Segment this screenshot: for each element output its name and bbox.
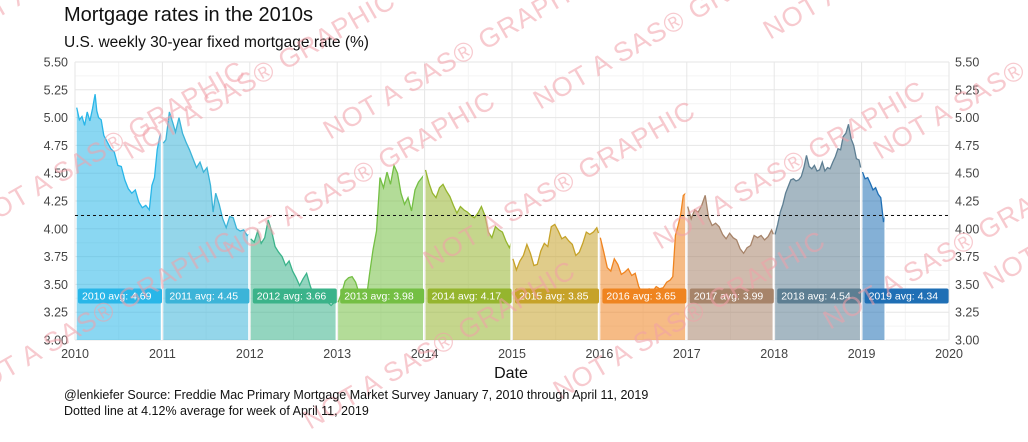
y-tick-label-left: 3.25 [44, 306, 68, 320]
y-tick-label-left: 5.25 [44, 83, 68, 97]
line-2010 [76, 94, 163, 212]
chart-title: Mortgage rates in the 2010s [64, 4, 314, 26]
source-caption: @lenkiefer Source: Freddie Mac Primary M… [64, 388, 649, 402]
avg-label-box-2010 [78, 288, 162, 304]
x-tick-label: 2011 [149, 347, 176, 361]
avg-label-2011: 2011 avg: 4.45 [169, 291, 238, 303]
avg-label-box-2019 [864, 288, 949, 304]
y-tick-label-right: 4.00 [955, 222, 979, 236]
y-tick-label-left: 4.50 [44, 167, 68, 181]
x-tick-label: 2017 [673, 347, 701, 361]
watermark-text: NOT A SAS® GRAPHIC [758, 0, 1028, 45]
avg-label-box-2017 [689, 288, 774, 304]
avg-label-2016: 2016 avg: 3.65 [606, 291, 676, 303]
line-2013 [337, 163, 425, 303]
y-tick-label-left: 4.25 [44, 195, 68, 209]
x-tick-label: 2019 [848, 347, 876, 361]
area-2017 [687, 195, 774, 340]
area-2015 [512, 224, 599, 340]
avg-label-box-2016 [602, 288, 687, 304]
line-2019 [861, 171, 886, 223]
area-2018 [775, 124, 861, 340]
avg-label-box-2012 [252, 288, 337, 304]
y-tick-label-left: 3.50 [44, 278, 68, 292]
avg-label-2013: 2013 avg: 3.98 [344, 291, 414, 303]
chart-subtitle: U.S. weekly 30-year fixed mortgage rate … [64, 34, 369, 51]
line-2011 [162, 111, 250, 237]
avg-label-2017: 2017 avg: 3.99 [694, 291, 764, 303]
y-tick-label-right: 5.00 [955, 111, 979, 125]
y-tick-label-left: 5.50 [44, 56, 68, 70]
avg-label-box-2015 [515, 288, 599, 304]
avg-label-2014: 2014 avg: 4.17 [432, 291, 502, 303]
y-tick-label-right: 3.25 [955, 306, 979, 320]
avg-label-2012: 2012 avg: 3.66 [257, 291, 327, 303]
avg-label-box-2018 [777, 288, 862, 304]
x-tick-label: 2018 [760, 347, 788, 361]
avg-label-box-2013 [340, 288, 425, 304]
line-2018 [774, 124, 862, 235]
line-2015 [512, 223, 600, 272]
x-tick-label: 2012 [236, 347, 264, 361]
line-2017 [687, 195, 774, 255]
area-2012 [250, 219, 337, 340]
x-tick-label: 2015 [498, 347, 526, 361]
x-tick-label: 2014 [411, 347, 439, 361]
y-tick-label-right: 3.50 [955, 278, 979, 292]
area-2011 [163, 112, 249, 340]
y-tick-label-left: 5.00 [44, 111, 68, 125]
avg-label-2010: 2010 avg: 4.69 [82, 291, 152, 303]
avg-label-2019: 2019 avg: 4.34 [869, 291, 939, 303]
y-tick-label-left: 4.75 [44, 139, 68, 153]
x-tick-label: 2020 [935, 347, 963, 361]
line-2014 [424, 169, 512, 250]
y-tick-label-left: 3.00 [44, 334, 68, 348]
y-tick-label-left: 3.75 [44, 250, 68, 264]
y-tick-label-right: 5.50 [955, 56, 979, 70]
y-tick-label-left: 4.00 [44, 222, 68, 236]
axis-layer: 3.00 3.00 3.25 3.25 3.50 3.50 3.75 3.75 4.00 4.00… [44, 56, 980, 362]
reference-line-caption: Dotted line at 4.12% average for week of… [64, 404, 369, 418]
y-tick-label-right: 4.75 [955, 139, 979, 153]
avg-label-layer: 2010 avg: 4.69 2011 avg: 4.45 2012 avg: 3.… [78, 288, 949, 304]
y-tick-label-right: 5.25 [955, 83, 979, 97]
x-tick-label: 2013 [323, 347, 351, 361]
y-tick-label-right: 3.00 [955, 334, 979, 348]
y-tick-label-right: 3.75 [955, 250, 979, 264]
avg-label-box-2014 [427, 288, 512, 304]
area-2010 [76, 94, 162, 340]
y-tick-label-right: 4.50 [955, 167, 979, 181]
avg-label-2015: 2015 avg: 3.85 [519, 291, 589, 303]
watermark-text: NOT A SAS® GRAPHIC [0, 0, 231, 45]
x-tick-label: 2010 [61, 347, 89, 361]
avg-label-box-2011 [165, 288, 250, 304]
y-tick-label-right: 4.25 [955, 195, 979, 209]
avg-label-2018: 2018 avg: 4.54 [781, 291, 851, 303]
x-axis-title: Date [494, 365, 528, 382]
x-tick-label: 2016 [585, 347, 613, 361]
